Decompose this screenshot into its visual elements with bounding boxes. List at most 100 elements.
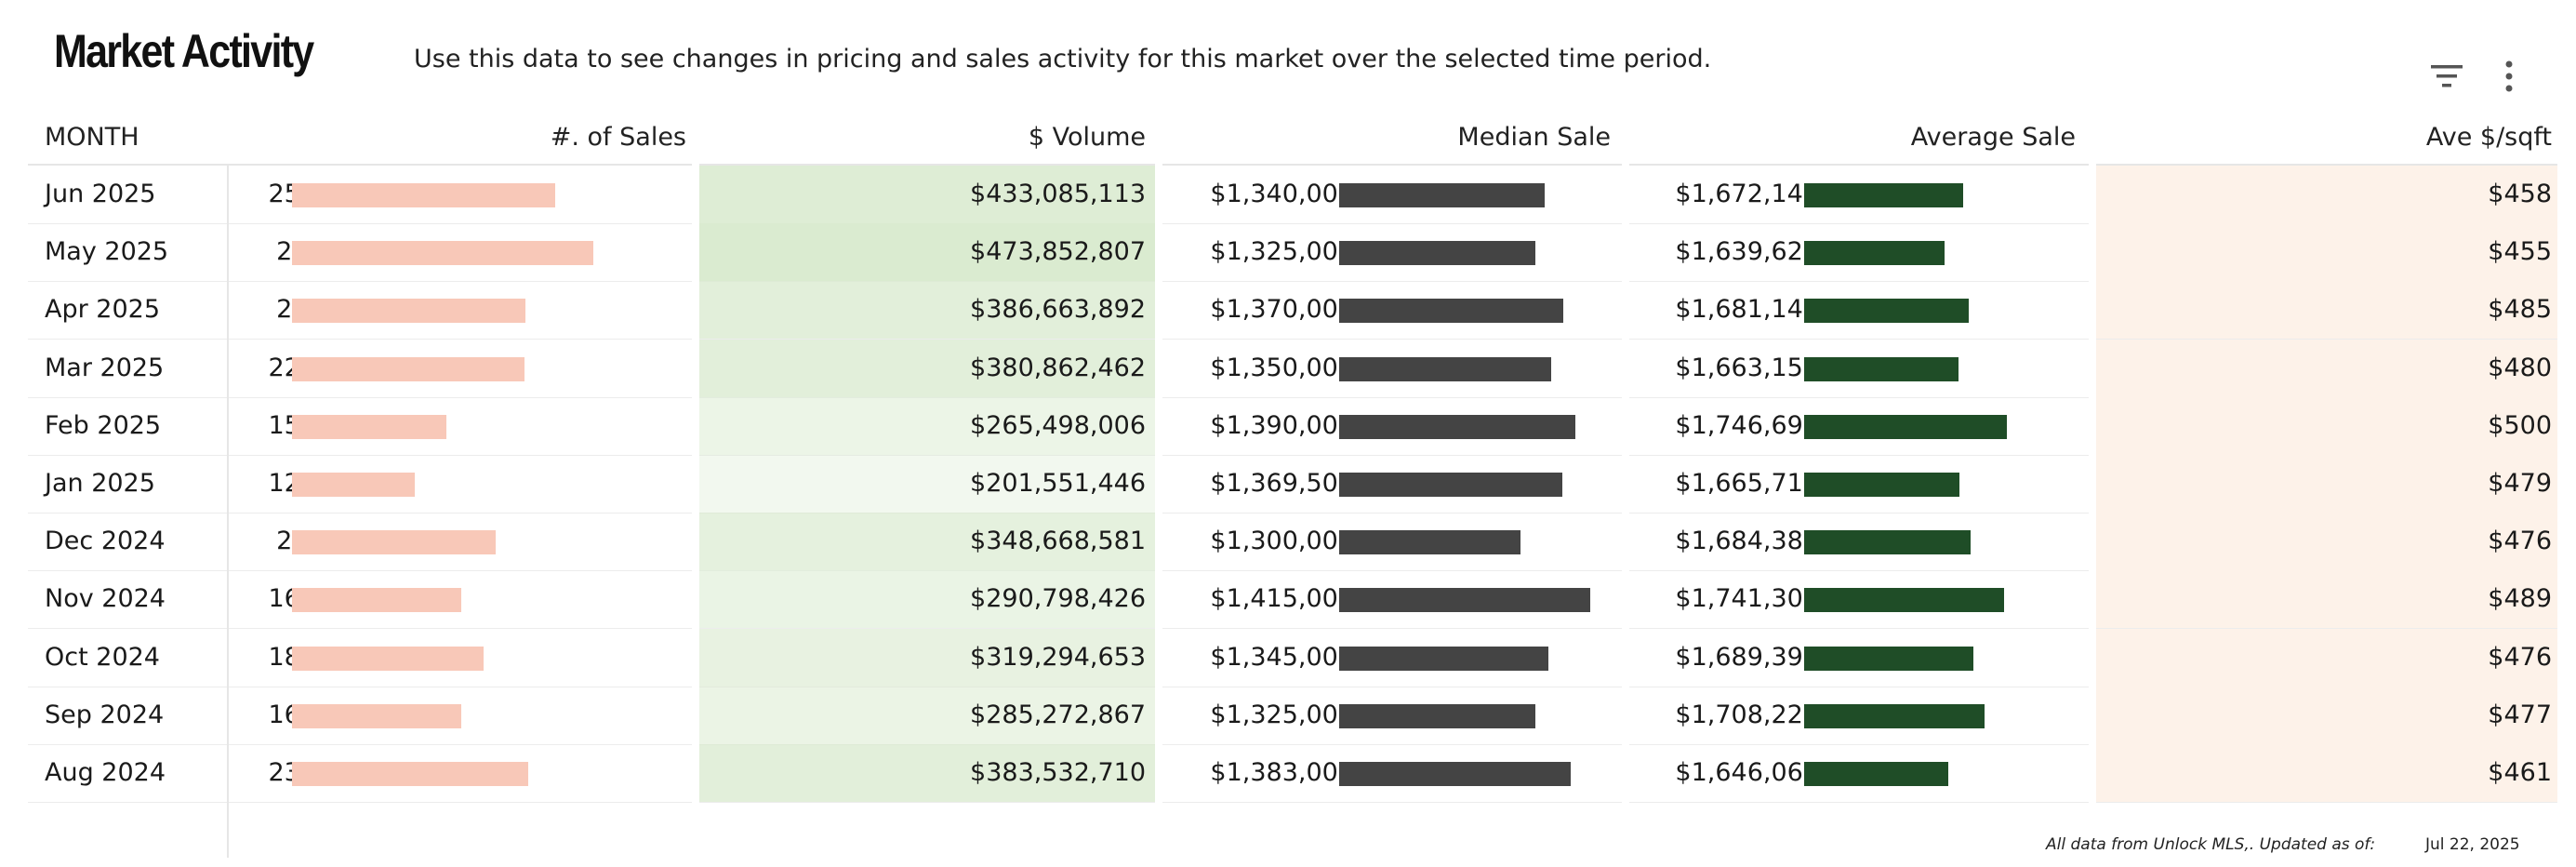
sales-bar [292,646,485,671]
ave-psf-cell: $461 [2488,758,2552,787]
page-subtitle: Use this data to see changes in pricing … [414,45,1712,73]
median-sale-bar [1339,646,1548,671]
volume-cell: $380,862,462 [970,353,1146,382]
month-cell: Nov 2024 [45,584,166,614]
volume-heat-cell [699,686,1155,744]
median-sale-cell: $1,370,000 [1210,295,1354,325]
median-sale-bar [1339,299,1563,324]
month-cell: Aug 2024 [45,758,166,787]
median-sale-bar [1339,414,1575,439]
column-gap [1622,164,1629,858]
updated-date: Jul 22, 2025 [2425,835,2520,854]
volume-cell: $265,498,006 [970,410,1146,440]
volume-heat-cell [699,570,1155,629]
average-sale-bar [1804,299,1969,324]
table-row[interactable]: Nov 2024167$290,798,426$1,415,000$1,741,… [28,570,2557,630]
average-sale-bar [1804,414,2007,439]
more-vert-icon[interactable] [2500,60,2518,93]
ave-psf-cell: $479 [2488,469,2552,498]
volume-cell: $319,294,653 [970,642,1146,672]
volume-cell: $348,668,581 [970,527,1146,556]
page-title: Market Activity [54,25,314,77]
table-row[interactable]: Aug 2024233$383,532,710$1,383,000$1,646,… [28,744,2557,803]
column-header-volume[interactable]: $ Volume [1028,123,1146,152]
median-sale-cell: $1,300,000 [1210,527,1354,556]
month-cell: Mar 2025 [45,353,165,382]
median-sale-cell: $1,415,000 [1210,584,1354,614]
sales-bar [292,473,415,497]
average-sale-cell: $1,672,143 [1675,180,1819,208]
volume-heat-cell [699,628,1155,687]
table-row[interactable]: Jun 2025259$433,085,113$1,340,000$1,672,… [28,166,2557,224]
average-sale-bar [1804,703,1985,728]
median-sale-cell: $1,369,500 [1210,469,1354,498]
volume-heat-cell [699,223,1155,282]
sales-bar [292,356,524,381]
volume-cell: $201,551,446 [970,469,1146,498]
average-sale-cell: $1,646,063 [1675,758,1819,787]
average-sale-bar [1804,183,1964,207]
average-sale-bar [1804,530,1971,555]
filter-icon[interactable] [2429,63,2466,89]
volume-heat-cell [699,396,1155,455]
ave-psf-cell: $455 [2488,237,2552,267]
column-gap [692,164,699,858]
average-sale-cell: $1,689,390 [1675,642,1819,672]
sales-bar [292,183,555,207]
month-cell: Sep 2024 [45,700,165,729]
column-header-month[interactable]: MONTH [45,123,139,152]
column-header-median-sale[interactable]: Median Sale [1457,123,1611,152]
psf-heat-cell [2096,455,2557,513]
column-header-average-sale[interactable]: Average Sale [1910,123,2076,152]
column-header-sales[interactable]: #. of Sales [550,123,686,152]
median-sale-bar [1339,588,1590,613]
psf-heat-cell [2096,281,2557,340]
median-sale-cell: $1,345,000 [1210,642,1354,672]
ave-psf-cell: $458 [2488,180,2552,208]
month-cell: Jan 2025 [45,469,155,498]
psf-heat-cell [2096,570,2557,629]
psf-heat-cell [2096,396,2557,455]
psf-heat-cell [2096,513,2557,571]
month-cell: Oct 2024 [45,642,160,672]
median-sale-cell: $1,325,000 [1210,237,1354,267]
table-row[interactable]: Feb 2025152$265,498,006$1,390,000$1,746,… [28,396,2557,456]
column-divider [227,164,229,858]
table-row[interactable]: Dec 20242...$348,668,581$1,300,000$1,684… [28,513,2557,572]
average-sale-bar [1804,646,1973,671]
psf-heat-cell [2096,223,2557,282]
table-row[interactable]: Oct 2024189$319,294,653$1,345,000$1,689,… [28,628,2557,687]
ave-psf-cell: $489 [2488,584,2552,614]
average-sale-cell: $1,639,629 [1675,237,1819,267]
volume-heat-cell [699,455,1155,513]
table-row[interactable]: Jan 2025121$201,551,446$1,369,500$1,665,… [28,455,2557,514]
median-sale-cell: $1,390,000 [1210,410,1354,440]
average-sale-cell: $1,665,714 [1675,469,1819,498]
volume-cell: $386,663,892 [970,295,1146,325]
ave-psf-cell: $500 [2488,410,2552,440]
median-sale-bar [1339,241,1536,266]
month-cell: May 2025 [45,237,169,267]
volume-cell: $433,085,113 [970,180,1146,208]
table-row[interactable]: Sep 2024167$285,272,867$1,325,000$1,708,… [28,686,2557,745]
table-row[interactable]: May 20252...$473,852,807$1,325,000$1,639… [28,223,2557,283]
column-header-ave-psf[interactable]: Ave $/sqft [2425,123,2552,152]
sales-bar [292,762,529,786]
average-sale-cell: $1,741,308 [1675,584,1819,614]
column-gap [2089,164,2096,858]
average-sale-bar [1804,473,1960,497]
average-sale-bar [1804,588,2004,613]
sales-bar [292,588,462,613]
median-sale-bar [1339,473,1563,497]
table-row[interactable]: Mar 2025229$380,862,462$1,350,000$1,663,… [28,339,2557,398]
average-sale-bar [1804,762,1948,786]
median-sale-cell: $1,340,000 [1210,180,1354,208]
month-cell: Jun 2025 [45,180,156,208]
table-row[interactable]: Apr 20252...$386,663,892$1,370,000$1,681… [28,281,2557,340]
ave-psf-cell: $476 [2488,527,2552,556]
volume-heat-cell [699,513,1155,571]
average-sale-cell: $1,746,697 [1675,410,1819,440]
psf-heat-cell [2096,628,2557,687]
column-gap [1155,164,1162,858]
volume-heat-cell [699,166,1155,223]
